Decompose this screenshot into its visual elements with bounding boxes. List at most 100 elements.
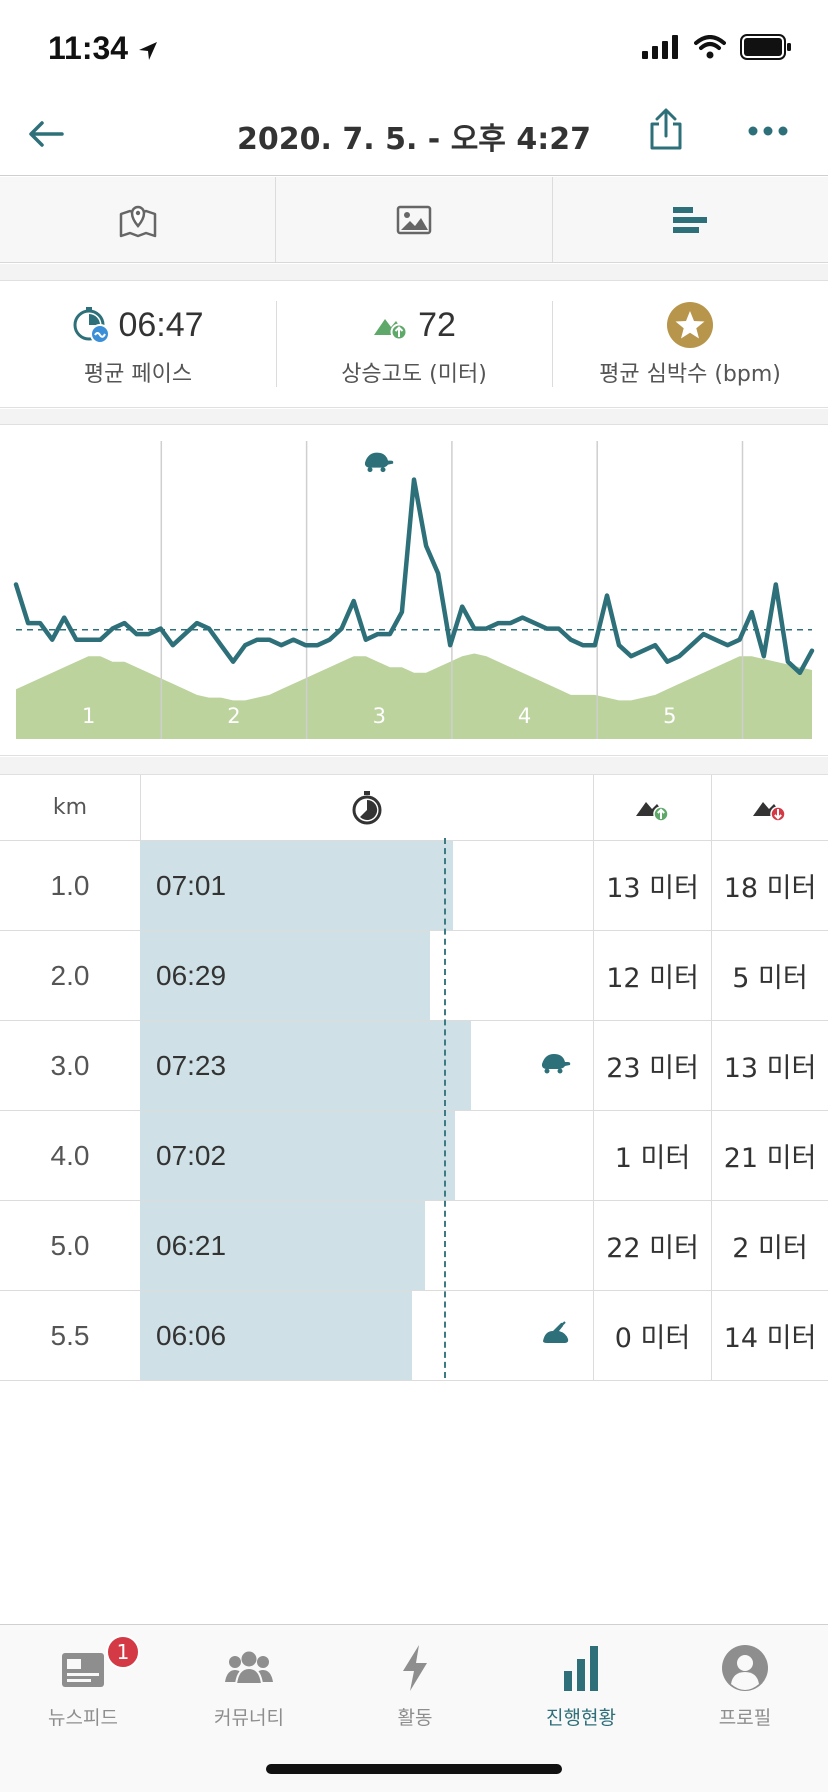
split-pace-cell: 06:06 (140, 1291, 593, 1380)
fastest-hare-icon (543, 1321, 569, 1343)
split-km: 2.0 (50, 959, 90, 991)
tab-splits[interactable] (553, 177, 828, 262)
tab-progress[interactable]: 진행현황 (498, 1639, 664, 1739)
split-elevation-down: 2 미터 (732, 1233, 808, 1264)
wifi-icon (694, 35, 726, 59)
split-row: 4.0 07:02 1 미터 21 미터 (0, 1111, 828, 1201)
newsfeed-icon (62, 1653, 104, 1687)
view-tabs (0, 177, 828, 263)
stat-value: 06:47 (118, 305, 204, 344)
km-segment-label: 4 (518, 704, 531, 728)
pace-chart-svg: 1 2 3 4 5 (13, 441, 815, 739)
split-elevation-down: 18 미터 (723, 873, 817, 904)
split-pace: 06:06 (156, 1319, 227, 1351)
split-pace: 07:23 (156, 1049, 227, 1081)
km-column-header: km (52, 795, 88, 820)
status-bar: 11:34 (0, 0, 828, 100)
pace-bar (140, 841, 453, 930)
splits-header: km (0, 775, 828, 841)
split-elevation-up: 12 미터 (606, 963, 699, 994)
profile-icon (722, 1645, 768, 1691)
split-pace-cell: 06:21 (140, 1201, 593, 1290)
pace-stopwatch-icon (73, 307, 111, 344)
split-row: 2.0 06:29 12 미터 5 미터 (0, 931, 828, 1021)
split-elevation-down: 14 미터 (723, 1323, 817, 1354)
share-icon[interactable] (646, 108, 686, 152)
split-elevation-up: 13 미터 (606, 873, 699, 904)
split-pace: 07:01 (156, 869, 227, 901)
split-elevation-down: 13 미터 (723, 1053, 817, 1084)
split-elevation-up: 0 미터 (614, 1323, 691, 1354)
elevation-up-icon (635, 801, 669, 822)
split-pace: 06:29 (156, 959, 227, 991)
more-options-icon[interactable] (746, 116, 790, 146)
split-elevation-down: 5 미터 (732, 963, 808, 994)
stat-label: 평균 페이스 (83, 362, 193, 387)
notification-badge: 1 (106, 1635, 140, 1669)
tab-label: 진행현황 (546, 1707, 616, 1729)
split-elevation-up: 1 미터 (614, 1143, 691, 1174)
stat-label: 상승고도 (미터) (341, 362, 487, 387)
home-indicator (266, 1764, 562, 1774)
split-pace-cell: 07:02 (140, 1111, 593, 1200)
split-pace: 07:02 (156, 1139, 227, 1171)
tab-community[interactable]: 커뮤너티 (166, 1639, 332, 1739)
split-row: 5.5 06:06 0 미터 14 미터 (0, 1291, 828, 1381)
pace-bar (140, 931, 430, 1020)
slowest-turtle-icon (542, 1054, 571, 1074)
section-gap (0, 757, 828, 774)
tab-map[interactable] (0, 177, 277, 262)
split-pace-cell: 07:23 (140, 1021, 593, 1110)
km-segment-label: 3 (373, 704, 386, 728)
status-time: 11:34 (48, 30, 159, 67)
split-pace-cell: 06:29 (140, 931, 593, 1020)
stat-label: 평균 심박수 (bpm) (599, 362, 781, 387)
tab-activity[interactable]: 활동 (332, 1639, 498, 1739)
split-km: 5.0 (50, 1229, 90, 1261)
km-segment-label: 1 (82, 704, 95, 728)
split-km: 3.0 (50, 1049, 90, 1081)
tab-label: 프로필 (718, 1707, 772, 1729)
photo-icon (396, 205, 432, 234)
slowest-turtle-icon (365, 452, 394, 473)
tab-profile[interactable]: 프로필 (662, 1639, 828, 1739)
average-pace-line (444, 838, 446, 1378)
stat-avg-heart-rate[interactable]: 평균 심박수 (bpm) (552, 281, 828, 407)
split-rows: 1.0 07:01 13 미터 18 미터 2.0 06:29 12 미터 5 미터 3.0 07… (0, 841, 828, 1381)
km-segment-label: 5 (663, 704, 676, 728)
tab-label: 활동 (397, 1707, 433, 1729)
stat-avg-pace: 06:47 평균 페이스 (0, 281, 276, 407)
community-icon (225, 1651, 273, 1685)
section-gap (0, 409, 828, 424)
status-indicators (642, 34, 792, 60)
split-pace: 06:21 (156, 1229, 227, 1261)
stat-elevation-gain: 72 상승고도 (미터) (276, 281, 552, 407)
stat-value: 72 (418, 305, 456, 344)
split-km: 1.0 (50, 869, 90, 901)
split-elevation-down: 21 미터 (723, 1143, 817, 1174)
tab-label: 뉴스피드 (48, 1707, 118, 1729)
elevation-down-icon (753, 801, 786, 822)
pace-bar (140, 1021, 471, 1110)
km-segment-label: 2 (227, 704, 240, 728)
activity-bolt-icon (403, 1645, 427, 1691)
tab-newsfeed[interactable]: 1 뉴스피드 (0, 1635, 166, 1739)
splits-bars-icon (673, 206, 708, 233)
tab-photos[interactable] (276, 177, 553, 262)
split-row: 3.0 07:23 23 미터 13 미터 (0, 1021, 828, 1111)
split-pace-cell: 07:01 (140, 841, 593, 930)
pace-line (13, 477, 815, 676)
premium-star-icon (667, 302, 713, 348)
map-icon (119, 205, 156, 237)
pace-bar (140, 1201, 425, 1290)
split-elevation-up: 22 미터 (606, 1233, 699, 1264)
back-arrow-icon[interactable] (26, 114, 66, 154)
page-title: 2020. 7. 5. - 오후 4:27 (237, 122, 591, 157)
pace-bar (140, 1111, 455, 1200)
split-elevation-up: 23 미터 (606, 1053, 699, 1084)
progress-bars-icon (564, 1646, 598, 1691)
split-row: 5.0 06:21 22 미터 2 미터 (0, 1201, 828, 1291)
stopwatch-icon (352, 790, 382, 824)
battery-icon (740, 34, 791, 60)
summary-stats: 06:47 평균 페이스 72 상승고도 (미터) 평균 심박수 (bpm) (0, 280, 828, 408)
